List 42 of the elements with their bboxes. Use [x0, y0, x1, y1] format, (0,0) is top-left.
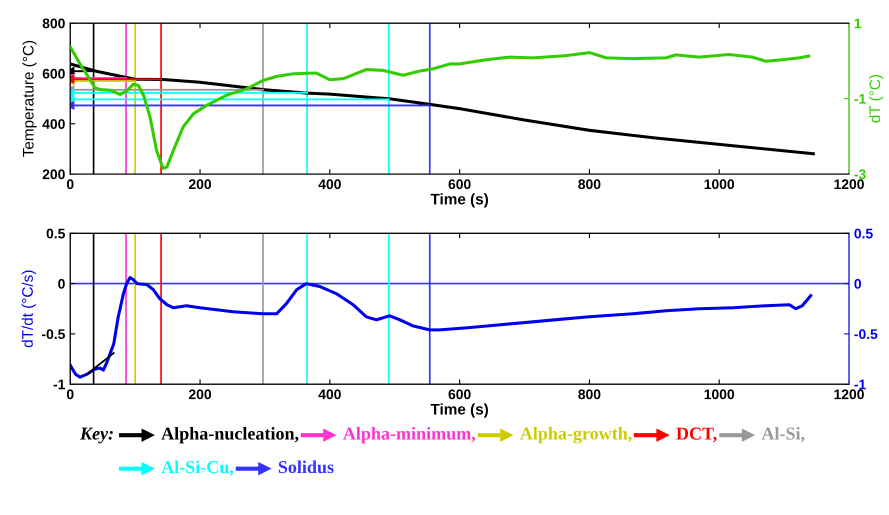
x-tick-label: 800	[578, 179, 600, 190]
y2-tick-label: 1	[854, 18, 862, 28]
y-tick-label: 600	[42, 68, 65, 79]
x-tick-label: 200	[188, 179, 212, 190]
x-tick-label: 0	[66, 179, 74, 190]
legend-label: Al-Si-Cu,	[161, 460, 234, 476]
y2-tick-label: -1	[854, 380, 866, 390]
x-tick-label: 600	[448, 389, 471, 400]
legend-label: Solidus	[278, 460, 334, 474]
x-tick-label: 400	[318, 179, 341, 190]
legend-label: Alpha-growth,	[520, 426, 632, 444]
x-tick-label: 800	[578, 389, 600, 400]
x-axis-title: Time (s)	[430, 403, 488, 418]
y-tick-label: 0.5	[46, 228, 65, 238]
legend-title: Key:	[80, 428, 113, 444]
y2-tick-label: -1	[854, 94, 866, 104]
x-tick-label: 1200	[834, 389, 864, 400]
y-tick-label: 0	[58, 278, 65, 289]
x-tick-label: 200	[188, 389, 212, 400]
y-axis-title: dT/dt (°C/s)	[22, 270, 36, 348]
y2-tick-label: -3	[854, 169, 866, 180]
y-tick-label: 400	[42, 119, 65, 129]
legend-label: Al-Si,	[762, 426, 804, 442]
y2-tick-label: 0.5	[854, 228, 873, 238]
x-tick-label: 1000	[704, 389, 734, 400]
x-axis-title: Time (s)	[430, 193, 488, 208]
legend-label: Alpha-minimum,	[343, 426, 476, 444]
x-tick-label: 1000	[704, 179, 734, 190]
y-tick-label: 800	[42, 18, 65, 28]
y-tick-label: -1	[54, 380, 65, 390]
x-tick-label: 0	[66, 389, 74, 400]
y-tick-label: -0.5	[42, 329, 65, 340]
x-tick-label: 600	[448, 179, 471, 190]
legend-label: Alpha-nucleation,	[161, 426, 298, 444]
legend-label: DCT,	[676, 428, 717, 442]
y2-tick-label: 0	[854, 278, 862, 289]
x-tick-label: 1200	[834, 179, 864, 190]
y2-axis-title: dT (°C)	[868, 75, 884, 123]
y-axis-title: Temperature (°C)	[22, 40, 37, 157]
x-tick-label: 400	[318, 389, 341, 400]
y2-tick-label: -0.5	[854, 329, 878, 340]
y-tick-label: 200	[42, 169, 65, 180]
